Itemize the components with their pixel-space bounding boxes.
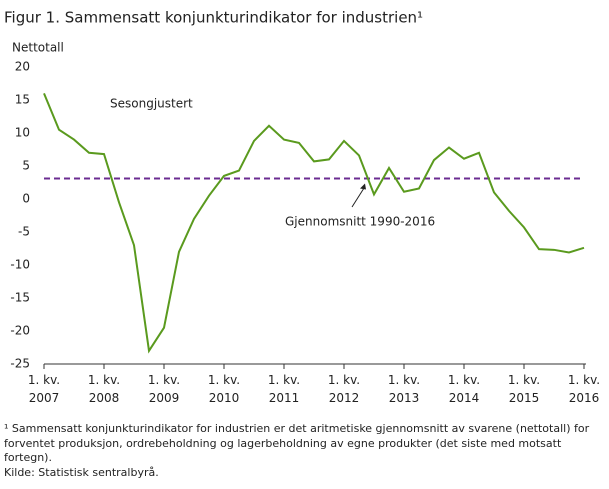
x-tick-label: 1. kv. 2009 <box>147 373 181 405</box>
y-tick-label: -25 <box>10 357 30 371</box>
y-tick-label: 10 <box>15 126 30 140</box>
y-tick-label: 15 <box>15 93 30 107</box>
data-line <box>43 93 585 354</box>
arrow-head <box>360 183 366 190</box>
y-tick-label: 5 <box>22 159 30 173</box>
source: Kilde: Statistisk sentralbyrå. <box>4 465 159 479</box>
footnote: ¹ Sammensatt konjunkturindikator for ind… <box>4 422 590 464</box>
y-tick-label: -15 <box>10 291 30 305</box>
x-tick-label: 1. kv. 2008 <box>87 373 121 405</box>
annotation: Sesongjustert <box>110 97 193 111</box>
x-tick-label: 1. kv. 2014 <box>447 373 481 405</box>
x-tick-label: 1. kv. 2007 <box>27 373 61 405</box>
chart-title: Figur 1. Sammensatt konjunkturindikator … <box>4 9 423 27</box>
x-tick-label: 1. kv. 2010 <box>207 373 241 405</box>
y-tick-label: -10 <box>10 258 30 272</box>
y-axis-label: Nettotall <box>12 41 64 55</box>
footnotes: ¹ Sammensatt konjunkturindikator for ind… <box>4 422 600 480</box>
x-tick-label: 1. kv. 2013 <box>387 373 421 405</box>
x-tick-label: 1. kv. 2011 <box>267 373 301 405</box>
x-tick-label: 1. kv. 2012 <box>327 373 361 405</box>
y-tick-label: 20 <box>15 60 30 74</box>
y-tick-label: 0 <box>22 192 30 206</box>
x-tick-label: 1. kv. 2015 <box>507 373 541 405</box>
y-tick-label: -5 <box>18 225 30 239</box>
y-tick-label: -20 <box>10 324 30 338</box>
reference-label: Gjennomsnitt 1990-2016 <box>285 215 435 229</box>
annotation-arrow <box>351 186 366 208</box>
x-tick-label: 1. kv. 2016 <box>567 373 601 405</box>
